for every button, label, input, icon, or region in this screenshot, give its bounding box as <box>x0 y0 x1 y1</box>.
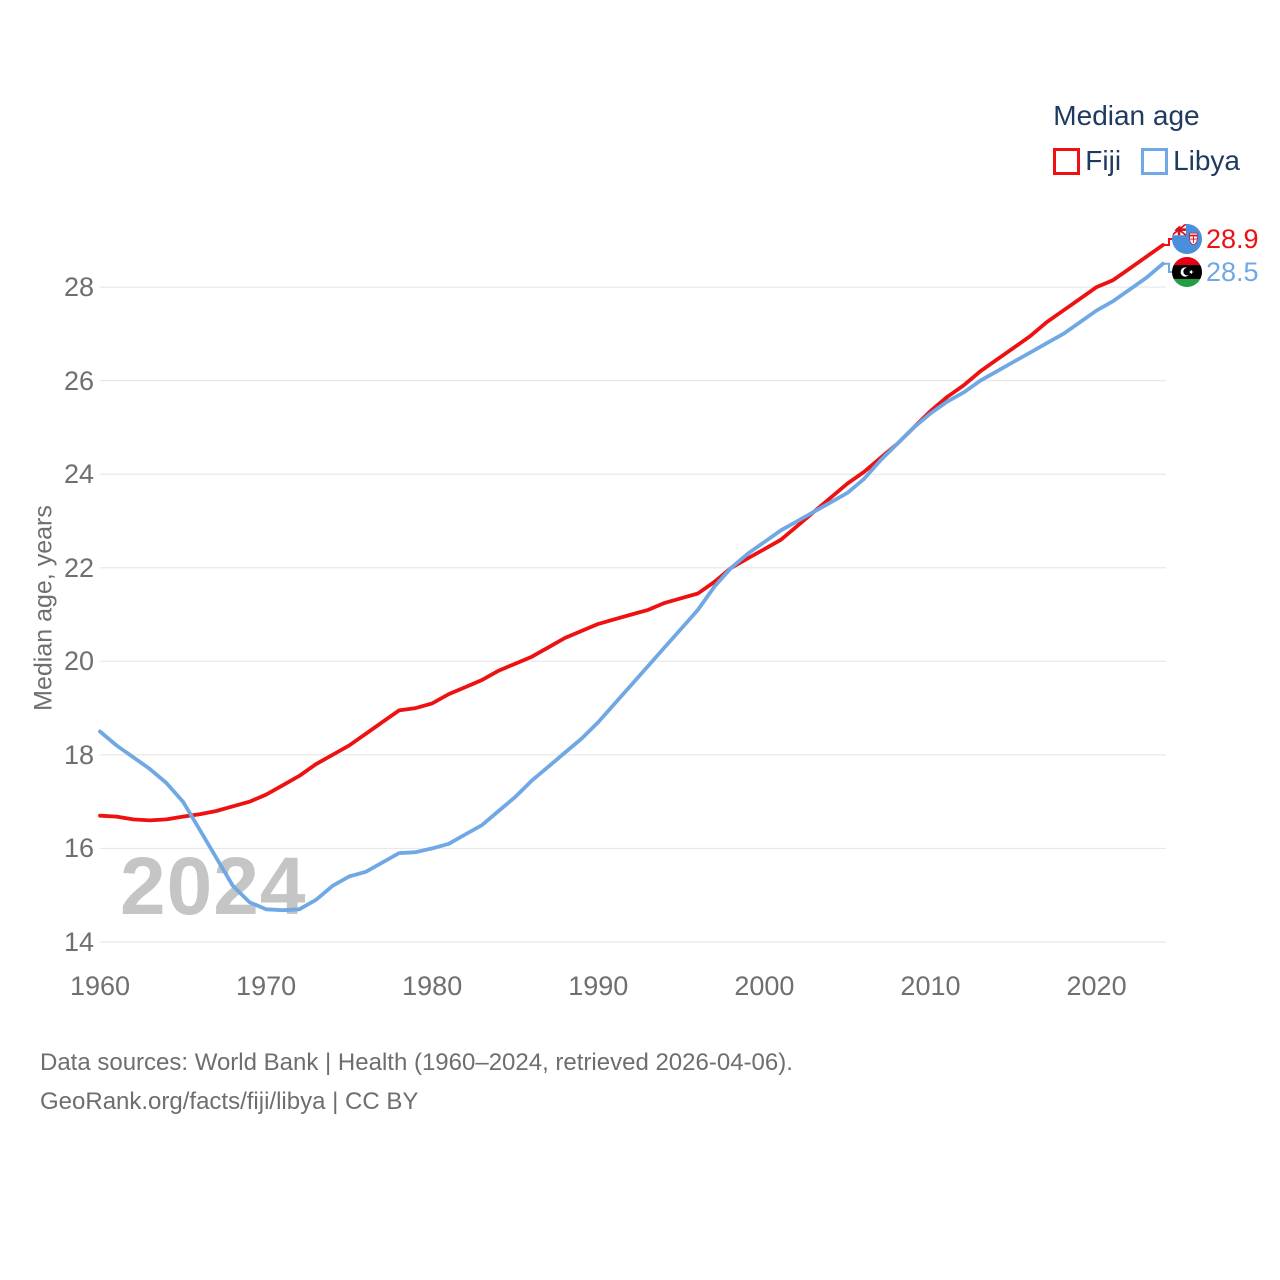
y-tick-label: 26 <box>63 365 94 396</box>
fiji-line <box>98 243 1165 823</box>
footer-data-sources: Data sources: World Bank | Health (1960–… <box>40 1049 793 1076</box>
fiji-end-connector <box>1164 238 1174 246</box>
footer: Data sources: World Bank | Health (1960–… <box>40 1043 793 1121</box>
legend: Median age Fiji Libya <box>1053 100 1240 177</box>
fiji-end-value: 28.9 <box>1206 224 1259 254</box>
y-tick-label: 20 <box>63 646 94 677</box>
watermark-year: 2024 <box>120 841 307 932</box>
legend-items: Fiji Libya <box>1053 145 1240 177</box>
legend-item-libya[interactable]: Libya <box>1141 145 1240 177</box>
y-tick-label: 24 <box>63 459 94 490</box>
x-tick-label: 2010 <box>900 971 961 1001</box>
y-tick-label: 14 <box>63 927 94 957</box>
y-axis-title: Median age, years <box>29 505 58 711</box>
legend-label-fiji: Fiji <box>1085 145 1122 176</box>
fiji-flag-icon <box>1172 224 1202 254</box>
libya-end-value: 28.5 <box>1206 257 1259 287</box>
y-tick-label: 28 <box>63 272 94 303</box>
y-tick-label: 22 <box>63 552 94 583</box>
series-lines <box>98 243 1165 913</box>
footer-attribution: GeoRank.org/facts/fiji/libya | CC BY <box>40 1088 419 1115</box>
y-tick-label: 16 <box>63 833 94 864</box>
legend-label-libya: Libya <box>1173 145 1240 176</box>
x-tick-label: 1980 <box>402 971 463 1001</box>
legend-title: Median age <box>1053 100 1200 131</box>
fiji-swatch-icon <box>1053 147 1081 175</box>
x-tick-label: 1960 <box>69 971 131 1001</box>
libya-flag-icon <box>1172 257 1202 287</box>
legend-item-fiji[interactable]: Fiji <box>1053 145 1121 177</box>
x-tick-label: 1990 <box>568 971 629 1001</box>
gridlines <box>100 286 1166 943</box>
libya-line <box>98 261 1165 913</box>
x-tick-label: 2020 <box>1066 971 1127 1001</box>
libya-end-connector <box>1164 262 1174 273</box>
x-tick-label: 2000 <box>734 971 795 1001</box>
libya-swatch-icon <box>1141 147 1169 175</box>
y-tick-label: 18 <box>63 739 94 770</box>
end-label-connectors <box>1164 238 1174 273</box>
x-tick-label: 1970 <box>236 971 297 1001</box>
